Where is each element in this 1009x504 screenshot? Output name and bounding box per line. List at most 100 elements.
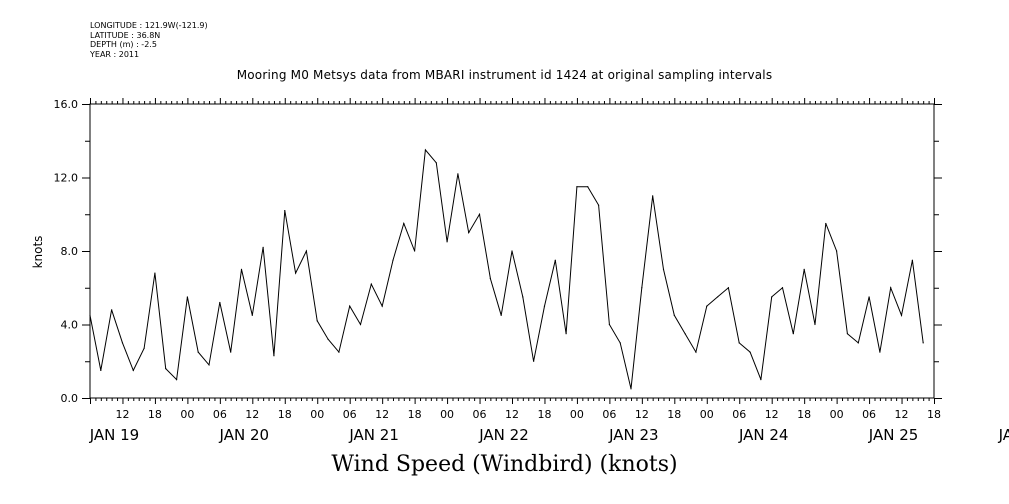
year-label: YEAR : 2011 — [90, 49, 140, 59]
data-point — [749, 351, 751, 353]
data-point — [370, 283, 372, 285]
x-tick-label: 18 — [278, 408, 292, 421]
chart-title: Mooring M0 Metsys data from MBARI instru… — [236, 68, 773, 82]
x-tick-label: 18 — [537, 408, 551, 421]
latitude-label: LATITUDE : 36.8N — [90, 30, 161, 40]
data-point — [846, 333, 849, 335]
data-point — [673, 314, 675, 316]
data-point — [230, 351, 232, 353]
depth-label: DEPTH (m) : -2.5 — [90, 40, 157, 49]
chart-caption: Wind Speed (Windbird) (knots) — [331, 452, 678, 477]
data-point — [349, 305, 351, 307]
x-tick-label: 18 — [667, 408, 681, 421]
x-tick-label: 12 — [115, 408, 129, 421]
data-point — [792, 333, 794, 335]
data-point — [489, 277, 491, 280]
data-point — [294, 272, 297, 274]
data-point — [305, 250, 308, 252]
x-tick-label: 06 — [732, 408, 746, 421]
x-tick-label: 06 — [213, 408, 227, 421]
x-tick-label: 18 — [797, 408, 811, 421]
x-day-label: JAN 23 — [608, 426, 659, 444]
data-point — [522, 296, 524, 298]
axis-ticks — [82, 98, 942, 404]
x-tick-label: 12 — [765, 408, 779, 421]
x-tick-label: 18 — [148, 408, 162, 421]
x-tick-label: 00 — [440, 408, 454, 421]
data-point — [543, 305, 546, 307]
data-point — [554, 259, 556, 261]
data-point — [695, 351, 697, 353]
data-point — [89, 314, 91, 316]
data-point — [533, 360, 535, 362]
data-point — [630, 388, 632, 390]
y-tick-label: 16.0 — [54, 98, 79, 111]
data-point — [165, 368, 167, 370]
data-point — [738, 342, 740, 344]
data-point — [435, 162, 437, 164]
data-point — [316, 320, 318, 322]
data-point — [186, 296, 188, 298]
data-point — [825, 222, 827, 225]
data-point — [619, 342, 621, 344]
data-point — [208, 364, 210, 366]
x-tick-label: 12 — [505, 408, 519, 421]
x-day-label: JAN 21 — [348, 426, 399, 444]
data-point — [424, 149, 427, 151]
data-point — [457, 173, 459, 175]
data-point — [273, 355, 275, 357]
x-tick-label: 12 — [245, 408, 259, 421]
x-tick-label: 00 — [830, 408, 844, 421]
x-tick-label: 06 — [343, 408, 357, 421]
y-tick-label: 0.0 — [61, 392, 79, 405]
data-point — [392, 259, 394, 261]
data-point — [338, 351, 340, 353]
data-point — [175, 379, 178, 381]
x-tick-label: 00 — [180, 408, 194, 421]
data-point — [511, 250, 513, 252]
x-tick-label: 12 — [375, 408, 389, 421]
x-tick-label: 00 — [570, 408, 584, 421]
x-tick-label: 18 — [408, 408, 422, 421]
data-point — [414, 250, 416, 252]
data-point — [911, 259, 913, 261]
data-point — [706, 305, 708, 307]
data-point — [251, 314, 253, 316]
data-point — [608, 323, 610, 326]
x-tick-label: 06 — [602, 408, 616, 421]
data-point — [240, 268, 243, 270]
data-point — [781, 287, 784, 289]
x-day-label: JAN 26 — [998, 426, 1009, 444]
x-day-label: JAN 24 — [738, 426, 789, 444]
data-point — [836, 250, 838, 252]
x-tick-label: 06 — [473, 408, 487, 421]
x-day-label: JAN 20 — [219, 426, 270, 444]
data-point — [143, 347, 145, 349]
data-point — [154, 272, 156, 274]
data-point — [684, 333, 686, 335]
x-tick-label: 12 — [895, 408, 909, 421]
data-point — [576, 186, 578, 188]
data-point — [478, 213, 481, 215]
series-layer — [89, 148, 924, 390]
x-tick-label: 00 — [310, 408, 324, 421]
data-point — [403, 222, 405, 225]
x-tick-label: 06 — [862, 408, 876, 421]
data-point — [111, 309, 113, 311]
data-point — [716, 296, 719, 298]
data-point — [262, 246, 264, 248]
data-point — [652, 195, 654, 197]
data-point — [587, 186, 589, 188]
data-point — [597, 204, 600, 206]
data-point — [132, 369, 134, 372]
data-point — [641, 287, 643, 289]
x-day-label: JAN 22 — [478, 426, 529, 444]
data-point — [900, 314, 903, 316]
data-point — [468, 232, 470, 234]
data-point — [868, 296, 870, 298]
y-axis-label: knots — [31, 236, 45, 269]
data-point — [760, 379, 762, 381]
data-point — [327, 338, 329, 340]
data-point — [803, 268, 805, 270]
